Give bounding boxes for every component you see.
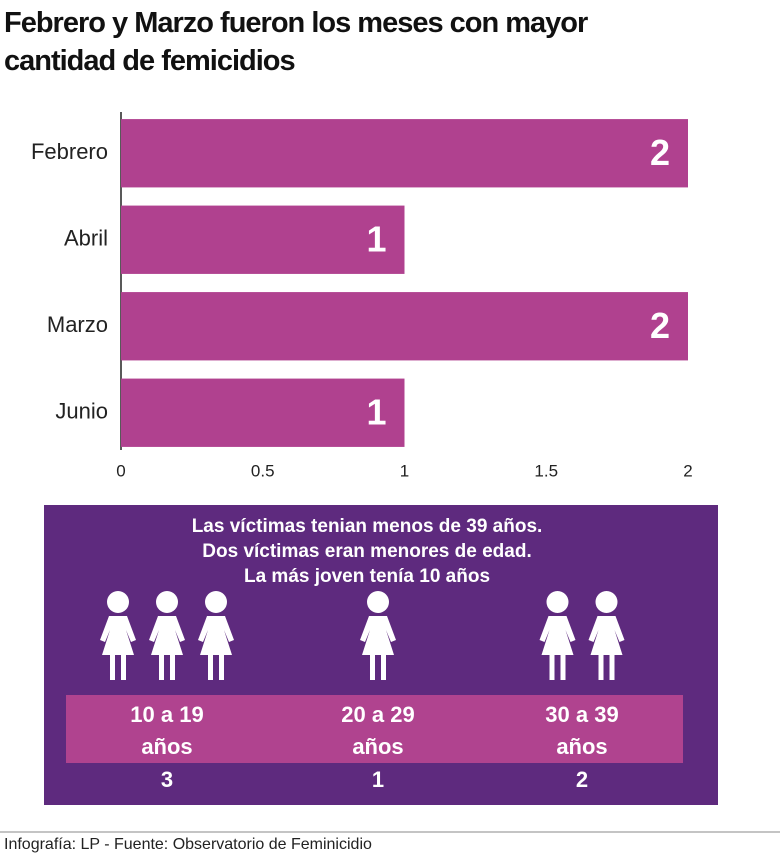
bar-label: 2 bbox=[650, 305, 670, 346]
icon-head bbox=[367, 591, 389, 613]
x-tick-label: 0.5 bbox=[251, 461, 275, 480]
y-tick-label: Febrero bbox=[31, 139, 108, 164]
group-count: 1 bbox=[372, 767, 384, 792]
icon-leg bbox=[121, 655, 126, 680]
bar bbox=[121, 205, 405, 274]
icon-head bbox=[546, 591, 569, 613]
icon-dress bbox=[539, 616, 576, 655]
icon-leg bbox=[370, 655, 375, 680]
woman-icon bbox=[100, 591, 136, 680]
x-tick-label: 1 bbox=[400, 461, 409, 480]
bar bbox=[121, 378, 405, 447]
y-tick-label: Abril bbox=[64, 226, 108, 251]
footer: Infografía: LP - Fuente: Observatorio de… bbox=[4, 836, 372, 853]
icon-head bbox=[156, 591, 178, 613]
woman-icon bbox=[149, 591, 185, 680]
woman-icon bbox=[198, 591, 234, 680]
group-count: 2 bbox=[576, 767, 588, 792]
icon-leg bbox=[170, 655, 175, 680]
group-label: 10 a 19 bbox=[130, 702, 203, 727]
bar-label: 1 bbox=[366, 391, 386, 432]
icon-leg bbox=[219, 655, 224, 680]
icon-dress bbox=[360, 616, 396, 655]
y-tick-label: Marzo bbox=[47, 312, 108, 337]
icon-leg bbox=[549, 655, 555, 680]
group-count: 3 bbox=[161, 767, 173, 792]
woman-icon bbox=[539, 591, 576, 680]
icon-dress bbox=[198, 616, 234, 655]
icon-head bbox=[107, 591, 129, 613]
woman-icon bbox=[588, 591, 625, 680]
info-text: Dos víctimas eran menores de edad. bbox=[202, 541, 531, 562]
icon-head bbox=[205, 591, 227, 613]
bar bbox=[121, 292, 688, 361]
bar-label: 1 bbox=[366, 218, 386, 259]
icon-leg bbox=[159, 655, 164, 680]
info-text: La más joven tenía 10 años bbox=[244, 566, 490, 587]
group-label: años bbox=[556, 734, 607, 759]
icon-leg bbox=[560, 655, 566, 680]
icon-leg bbox=[381, 655, 386, 680]
group-label: años bbox=[352, 734, 403, 759]
x-tick-label: 1.5 bbox=[534, 461, 558, 480]
icon-leg bbox=[110, 655, 115, 680]
group-label: años bbox=[141, 734, 192, 759]
info-text: Las víctimas tenian menos de 39 años. bbox=[192, 516, 543, 537]
icon-leg bbox=[208, 655, 213, 680]
bar-label: 2 bbox=[650, 132, 670, 173]
bar bbox=[121, 119, 688, 188]
group-label: 30 a 39 bbox=[545, 702, 618, 727]
info-band bbox=[66, 695, 683, 763]
x-tick-label: 2 bbox=[683, 461, 692, 480]
y-tick-label: Junio bbox=[55, 399, 108, 424]
icon-head bbox=[595, 591, 618, 613]
chart-title: Febrero y Marzo fueron los meses con may… bbox=[4, 7, 588, 77]
group-label: 20 a 29 bbox=[341, 702, 414, 727]
icon-leg bbox=[609, 655, 615, 680]
woman-icon bbox=[360, 591, 396, 680]
x-tick-label: 0 bbox=[116, 461, 125, 480]
icon-dress bbox=[588, 616, 625, 655]
icon-dress bbox=[149, 616, 185, 655]
icon-leg bbox=[598, 655, 604, 680]
icon-dress bbox=[100, 616, 136, 655]
